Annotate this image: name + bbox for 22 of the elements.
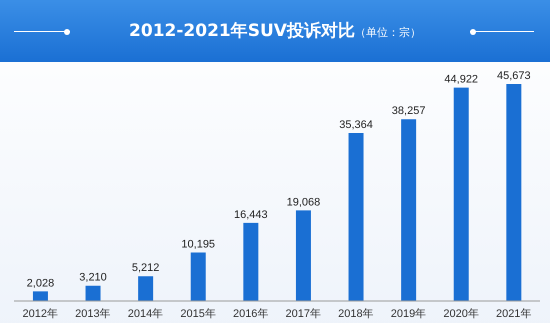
x-tick-label: 2019年 — [390, 308, 426, 320]
chart-title: 2012-2021年SUV投诉对比 — [129, 21, 355, 41]
data-label: 45,673 — [497, 70, 531, 82]
x-tick-label: 2018年 — [338, 308, 374, 320]
data-label: 10,195 — [181, 238, 216, 251]
data-label: 3,210 — [79, 272, 107, 284]
x-tick-label: 2014年 — [128, 308, 164, 320]
data-label: 35,364 — [339, 118, 373, 131]
data-label: 44,922 — [444, 74, 478, 86]
x-tick-label: 2020年 — [443, 308, 479, 320]
x-tick-label: 2016年 — [232, 308, 268, 320]
data-label: 38,257 — [392, 105, 426, 118]
x-tick-label: 2021年 — [496, 308, 532, 320]
x-tick-label: 2012年 — [22, 308, 58, 320]
data-label: 2,028 — [26, 277, 54, 290]
x-tick-label: 2015年 — [180, 308, 216, 320]
x-tick-label: 2013年 — [75, 308, 111, 320]
x-tick-label: 2017年 — [286, 308, 322, 320]
data-label: 5,212 — [132, 262, 160, 274]
data-label: 16,443 — [234, 208, 268, 221]
chart-subtitle: （单位：宗） — [354, 26, 421, 39]
data-label: 19,068 — [286, 196, 320, 208]
